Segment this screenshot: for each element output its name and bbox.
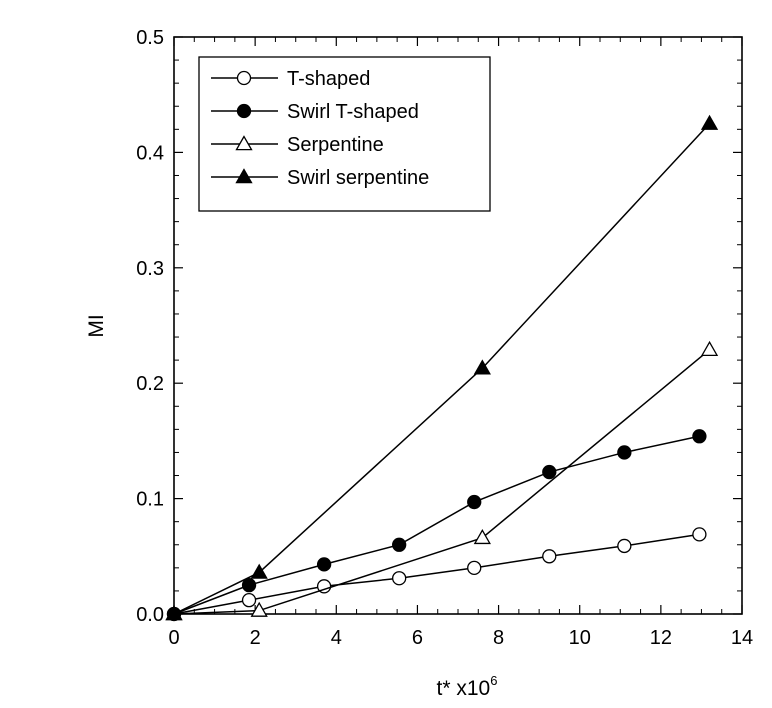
legend-entry: Swirl T-shaped — [211, 101, 419, 123]
data-point — [316, 557, 332, 572]
data-point — [250, 563, 268, 579]
series-line — [173, 123, 711, 615]
x-axis-title: t* x106 — [437, 673, 498, 700]
legend-label: Swirl serpentine — [287, 167, 429, 189]
data-point — [700, 114, 719, 130]
tick-labels: 0 2 4 6 8 10 12 14 0.0 0.1 0.2 0.3 0.4 0.5 — [136, 27, 753, 649]
data-point — [241, 593, 257, 608]
data-point — [392, 537, 407, 552]
data-point — [467, 494, 482, 510]
legend: T-shaped Swirl T-shaped Serpentine Swirl se… — [198, 56, 491, 212]
data-point — [692, 429, 707, 444]
data-point — [700, 340, 719, 357]
data-point — [617, 538, 632, 554]
y-axis-title: MI — [85, 314, 108, 337]
x-tick-label: 6 — [412, 627, 423, 649]
x-tick-label: 4 — [331, 627, 342, 649]
series-3 — [165, 114, 719, 621]
x-axis-title-main: t* x10 — [437, 677, 491, 700]
legend-marker — [236, 103, 252, 119]
legend-marker — [235, 168, 253, 184]
data-point — [692, 527, 707, 542]
y-tick-label: 0.3 — [136, 258, 164, 280]
x-tick-label: 0 — [168, 627, 179, 649]
data-point — [241, 578, 257, 593]
series-line — [173, 435, 700, 615]
data-point — [617, 445, 632, 460]
legend-marker — [235, 135, 253, 151]
x-axis-title-superscript: 6 — [490, 673, 497, 688]
legend-entry: Serpentine — [211, 134, 384, 156]
series-line — [173, 349, 711, 615]
legend-entry: T-shaped — [211, 68, 370, 90]
x-tick-label: 10 — [569, 627, 591, 649]
y-tick-label: 0.0 — [136, 604, 164, 626]
legend-entry: Swirl serpentine — [211, 167, 429, 189]
legend-label: Serpentine — [287, 134, 384, 156]
y-tick-label: 0.5 — [136, 27, 164, 49]
data-point — [165, 605, 183, 621]
x-tick-label: 2 — [250, 627, 261, 649]
y-tick-label: 0.4 — [136, 142, 164, 164]
data-point — [392, 571, 407, 586]
data-point — [542, 549, 557, 564]
y-tick-label: 0.1 — [136, 489, 164, 511]
series-line — [173, 533, 700, 615]
data-point — [473, 359, 491, 375]
data-point — [542, 464, 557, 480]
x-tick-label: 12 — [650, 627, 672, 649]
x-tick-label: 14 — [731, 627, 753, 649]
x-tick-label: 8 — [493, 627, 504, 649]
series-0 — [166, 527, 707, 622]
legend-marker — [236, 70, 252, 86]
series-1 — [166, 429, 707, 622]
data-point — [250, 601, 268, 617]
data-point — [316, 579, 332, 594]
data-point — [473, 529, 491, 545]
series-layer — [165, 114, 719, 622]
legend-label: Swirl T-shaped — [287, 101, 419, 123]
legend-label: T-shaped — [287, 68, 370, 90]
series-2 — [165, 340, 719, 621]
y-tick-label: 0.2 — [136, 373, 164, 395]
data-point — [467, 560, 482, 575]
